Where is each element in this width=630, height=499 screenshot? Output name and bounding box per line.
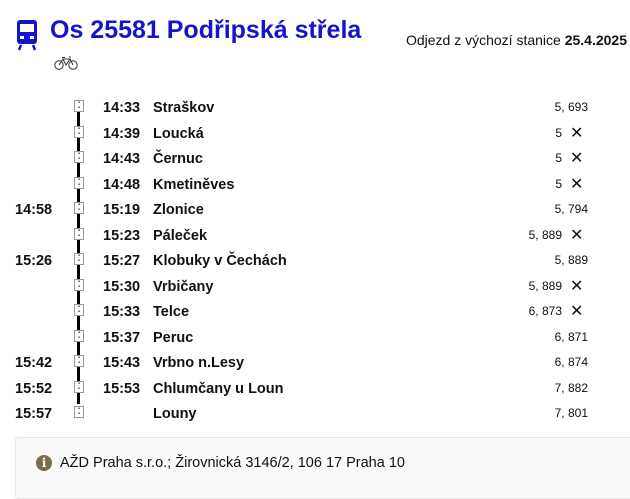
station-name[interactable]: Louny	[153, 406, 197, 422]
stop-row[interactable]: ▪ ▪ 14:33 Straškov 5, 693	[0, 96, 630, 121]
station-info: 7, 882	[554, 380, 588, 395]
station-info: 5	[555, 125, 562, 140]
arrival-time: 14:58	[15, 202, 53, 218]
departure-time: 15:27	[103, 253, 141, 269]
stop-marker-icon: ▪ ▪	[74, 151, 84, 163]
request-stop-icon: ✕	[570, 226, 584, 244]
stop-marker-icon: ▪ ▪	[74, 202, 84, 214]
stop-marker-icon: ▪ ▪	[74, 380, 84, 393]
departure-time: 15:23	[103, 227, 141, 244]
stop-marker-icon: ▪ ▪	[74, 176, 84, 189]
station-name[interactable]: Páleček	[153, 227, 208, 244]
info-icon: i	[36, 455, 52, 471]
station-info: 5	[555, 176, 562, 191]
departure-date: 25.4.2025	[564, 32, 627, 48]
stop-row[interactable]: ▪ ▪ 15:33 Telce 6, 873 ✕	[0, 300, 630, 325]
stop-row[interactable]: ▪ ▪ 15:30 Vrbičany 5, 889 ✕	[0, 275, 630, 300]
train-icon	[17, 20, 37, 51]
stop-row[interactable]: ▪ ▪ 15:37 Peruc 6, 871	[0, 326, 630, 351]
request-stop-icon: ✕	[570, 124, 584, 142]
departure-time: 15:19	[103, 202, 141, 218]
stop-marker-icon: ▪ ▪	[74, 253, 84, 265]
station-info: 5, 889	[554, 253, 588, 267]
stop-row[interactable]: 15:52 ▪ ▪ 15:53 Chlumčany u Loun 7, 882	[0, 377, 630, 402]
stop-row[interactable]: ▪ ▪ 14:39 Loucká 5 ✕	[0, 122, 630, 147]
station-info: 6, 874	[554, 355, 588, 369]
footer-text: AŽD Praha s.r.o.; Žirovnická 3146/2, 106…	[60, 455, 405, 471]
stop-marker-icon: ▪ ▪	[74, 227, 84, 240]
station-info: 6, 871	[554, 329, 588, 344]
departure-time: 15:53	[103, 380, 141, 397]
station-name[interactable]: Kmetiněves	[153, 176, 235, 193]
stop-row[interactable]: 15:26 ▪ ▪ 15:27 Klobuky v Čechách 5, 889	[0, 249, 630, 274]
stop-marker-icon: ▪ ▪	[74, 329, 84, 342]
stop-row[interactable]: 15:42 ▪ ▪ 15:43 Vrbno n.Lesy 6, 874	[0, 351, 630, 376]
station-info: 5, 794	[554, 202, 588, 216]
station-name[interactable]: Zlonice	[153, 202, 204, 218]
station-name[interactable]: Peruc	[153, 329, 194, 346]
arrival-time: 15:26	[15, 253, 53, 269]
arrival-time: 15:57	[15, 406, 53, 422]
stop-row[interactable]: 14:58 ▪ ▪ 15:19 Zlonice 5, 794	[0, 198, 630, 223]
station-info: 5, 889	[528, 278, 562, 293]
arrival-time: 15:52	[15, 380, 53, 397]
departure-time: 15:30	[103, 278, 141, 295]
departure-time: 14:39	[103, 125, 141, 142]
stop-marker-icon: ▪ ▪	[74, 125, 84, 138]
departure-time: 15:43	[103, 355, 141, 371]
departure-time: 15:37	[103, 329, 141, 346]
station-info: 5, 889	[528, 227, 562, 242]
stop-marker-icon: ▪ ▪	[74, 406, 84, 418]
departure-label: Odjezd z výchozí stanice	[405, 32, 561, 48]
station-info: 5	[555, 151, 562, 165]
station-name[interactable]: Vrbno n.Lesy	[153, 355, 245, 371]
station-info: 7, 801	[554, 406, 588, 420]
departure-time: 14:48	[103, 176, 141, 193]
station-name[interactable]: Telce	[153, 304, 190, 320]
departure-time: 14:43	[103, 151, 141, 167]
station-name[interactable]: Straškov	[153, 100, 215, 116]
station-name[interactable]: Klobuky v Čechách	[153, 253, 287, 269]
stop-marker-icon: ▪ ▪	[74, 355, 84, 367]
request-stop-icon: ✕	[570, 277, 584, 295]
request-stop-icon: ✕	[570, 175, 584, 193]
stop-row[interactable]: ▪ ▪ 15:23 Páleček 5, 889 ✕	[0, 224, 630, 249]
stop-marker-icon: ▪ ▪	[74, 100, 84, 112]
stop-row[interactable]: ▪ ▪ 14:43 Černuc 5 ✕	[0, 147, 630, 172]
arrival-time: 15:42	[15, 355, 53, 371]
departure-time: 14:33	[103, 100, 141, 116]
train-title: Os 25581 Podřipská střela	[50, 16, 362, 44]
departure-info: Odjezd z výchozí stanice 25.4.2025	[406, 32, 627, 48]
stop-row[interactable]: ▪ ▪ 14:48 Kmetiněves 5 ✕	[0, 173, 630, 198]
request-stop-icon: ✕	[570, 303, 584, 320]
station-name[interactable]: Vrbičany	[153, 278, 214, 295]
bicycle-icon	[54, 56, 78, 70]
departure-time: 15:33	[103, 304, 141, 320]
station-name[interactable]: Chlumčany u Loun	[153, 380, 284, 397]
station-name[interactable]: Černuc	[153, 151, 203, 167]
station-name[interactable]: Loucká	[153, 125, 204, 142]
request-stop-icon: ✕	[570, 150, 584, 167]
station-info: 6, 873	[528, 304, 562, 318]
stop-marker-icon: ▪ ▪	[74, 304, 84, 316]
stop-row[interactable]: 15:57 ▪ ▪ Louny 7, 801	[0, 402, 630, 427]
stop-marker-icon: ▪ ▪	[74, 278, 84, 291]
station-info: 5, 693	[554, 100, 588, 114]
